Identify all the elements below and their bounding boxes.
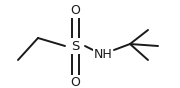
Text: O: O	[70, 76, 80, 88]
Text: O: O	[70, 4, 80, 17]
Text: S: S	[71, 40, 79, 53]
Text: NH: NH	[94, 48, 112, 61]
